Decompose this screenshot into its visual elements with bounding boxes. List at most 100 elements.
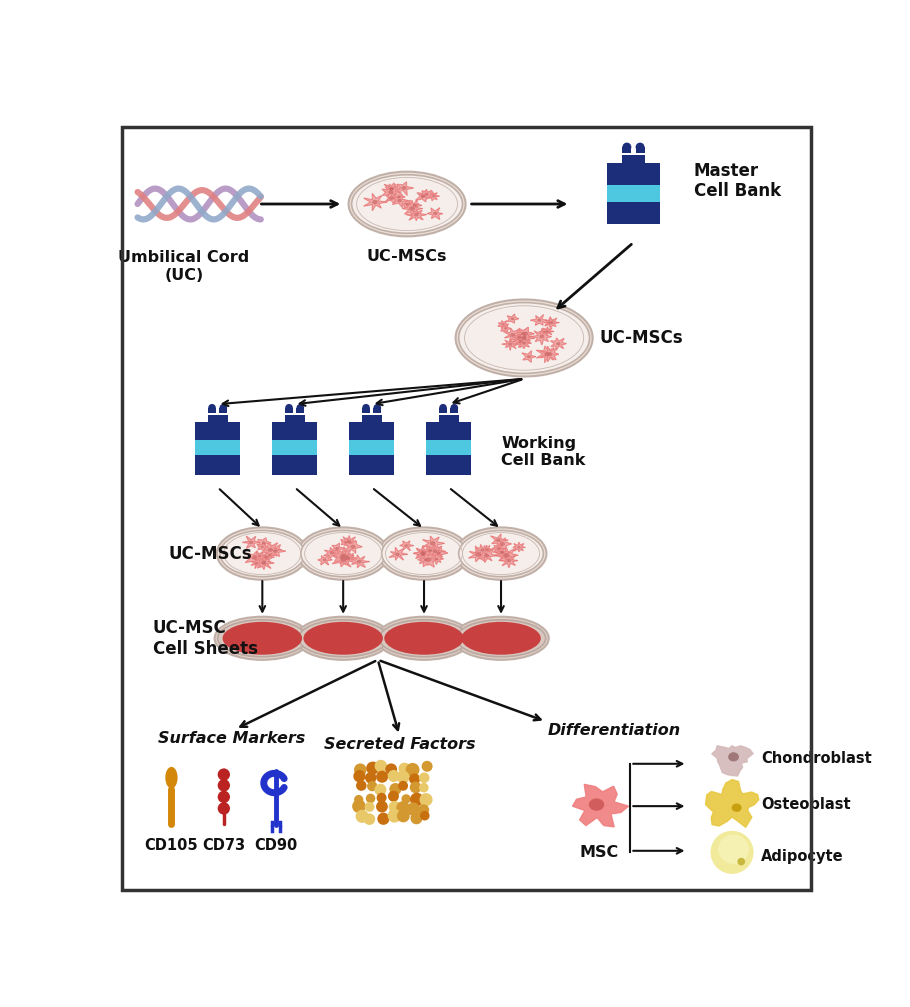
Ellipse shape xyxy=(261,561,267,565)
Ellipse shape xyxy=(264,556,268,559)
Polygon shape xyxy=(265,551,277,559)
Circle shape xyxy=(297,404,304,412)
Polygon shape xyxy=(501,338,519,350)
Bar xyxy=(297,408,304,413)
Text: Chondroblast: Chondroblast xyxy=(762,751,872,766)
Bar xyxy=(440,408,447,413)
Ellipse shape xyxy=(504,327,507,329)
Ellipse shape xyxy=(384,622,464,655)
Ellipse shape xyxy=(475,553,481,557)
Polygon shape xyxy=(402,200,422,217)
Ellipse shape xyxy=(521,341,526,344)
Circle shape xyxy=(376,770,389,782)
Ellipse shape xyxy=(339,555,345,559)
Ellipse shape xyxy=(517,546,521,549)
Bar xyxy=(426,422,471,440)
Circle shape xyxy=(354,795,363,805)
Polygon shape xyxy=(242,536,259,549)
Bar xyxy=(450,408,458,413)
Circle shape xyxy=(352,800,366,813)
Polygon shape xyxy=(469,546,488,562)
Polygon shape xyxy=(324,548,340,559)
Polygon shape xyxy=(428,191,440,200)
Circle shape xyxy=(421,761,432,771)
Circle shape xyxy=(377,793,387,803)
Circle shape xyxy=(217,768,230,780)
Polygon shape xyxy=(416,190,431,201)
Ellipse shape xyxy=(389,187,393,190)
Bar xyxy=(272,440,317,455)
Circle shape xyxy=(622,143,632,152)
Circle shape xyxy=(217,779,230,792)
Circle shape xyxy=(208,404,216,412)
Ellipse shape xyxy=(410,206,415,210)
Circle shape xyxy=(366,761,379,774)
Polygon shape xyxy=(515,337,531,348)
Bar xyxy=(272,422,317,440)
Polygon shape xyxy=(413,545,431,561)
Polygon shape xyxy=(399,541,413,551)
Circle shape xyxy=(388,790,399,802)
Bar xyxy=(349,440,394,455)
Polygon shape xyxy=(515,331,534,346)
Polygon shape xyxy=(492,544,505,554)
Ellipse shape xyxy=(421,194,426,197)
Ellipse shape xyxy=(507,559,511,562)
Polygon shape xyxy=(551,338,566,350)
Ellipse shape xyxy=(260,546,264,548)
Polygon shape xyxy=(364,193,387,210)
Bar xyxy=(607,201,660,225)
Circle shape xyxy=(388,809,401,823)
Polygon shape xyxy=(389,547,408,560)
Ellipse shape xyxy=(718,835,749,864)
Circle shape xyxy=(375,760,387,772)
Polygon shape xyxy=(514,328,531,338)
Bar xyxy=(285,408,293,413)
Polygon shape xyxy=(337,552,357,565)
Circle shape xyxy=(385,763,397,775)
Circle shape xyxy=(354,763,367,776)
Polygon shape xyxy=(254,552,266,560)
Ellipse shape xyxy=(217,528,308,580)
Ellipse shape xyxy=(298,619,388,657)
Circle shape xyxy=(410,793,424,807)
Text: UC-MSC
Cell Sheets: UC-MSC Cell Sheets xyxy=(153,619,258,658)
Ellipse shape xyxy=(503,553,510,558)
Ellipse shape xyxy=(262,542,266,545)
Polygon shape xyxy=(333,547,354,563)
Ellipse shape xyxy=(426,558,431,562)
Polygon shape xyxy=(503,328,521,341)
Ellipse shape xyxy=(456,299,592,377)
Ellipse shape xyxy=(521,336,527,340)
Polygon shape xyxy=(414,546,431,560)
Polygon shape xyxy=(531,314,546,325)
Ellipse shape xyxy=(421,554,425,556)
Circle shape xyxy=(365,802,375,812)
Polygon shape xyxy=(422,536,444,551)
Bar xyxy=(272,455,317,474)
Polygon shape xyxy=(419,189,434,199)
Ellipse shape xyxy=(459,302,590,374)
Polygon shape xyxy=(332,551,353,567)
Ellipse shape xyxy=(340,558,346,562)
Polygon shape xyxy=(430,554,443,565)
Circle shape xyxy=(389,801,400,813)
Circle shape xyxy=(388,770,399,782)
Bar xyxy=(207,415,228,422)
Circle shape xyxy=(410,813,422,825)
Text: Secreted Factors: Secreted Factors xyxy=(324,737,475,752)
Circle shape xyxy=(366,794,375,804)
Ellipse shape xyxy=(413,203,417,206)
Ellipse shape xyxy=(351,175,462,234)
Ellipse shape xyxy=(345,556,350,560)
Bar xyxy=(426,440,471,455)
Circle shape xyxy=(378,813,389,825)
Bar xyxy=(607,184,660,201)
Polygon shape xyxy=(542,327,554,336)
Ellipse shape xyxy=(508,342,512,345)
Circle shape xyxy=(285,404,293,412)
Polygon shape xyxy=(258,557,271,567)
Polygon shape xyxy=(545,317,559,328)
Bar xyxy=(196,440,240,455)
Circle shape xyxy=(397,770,410,783)
